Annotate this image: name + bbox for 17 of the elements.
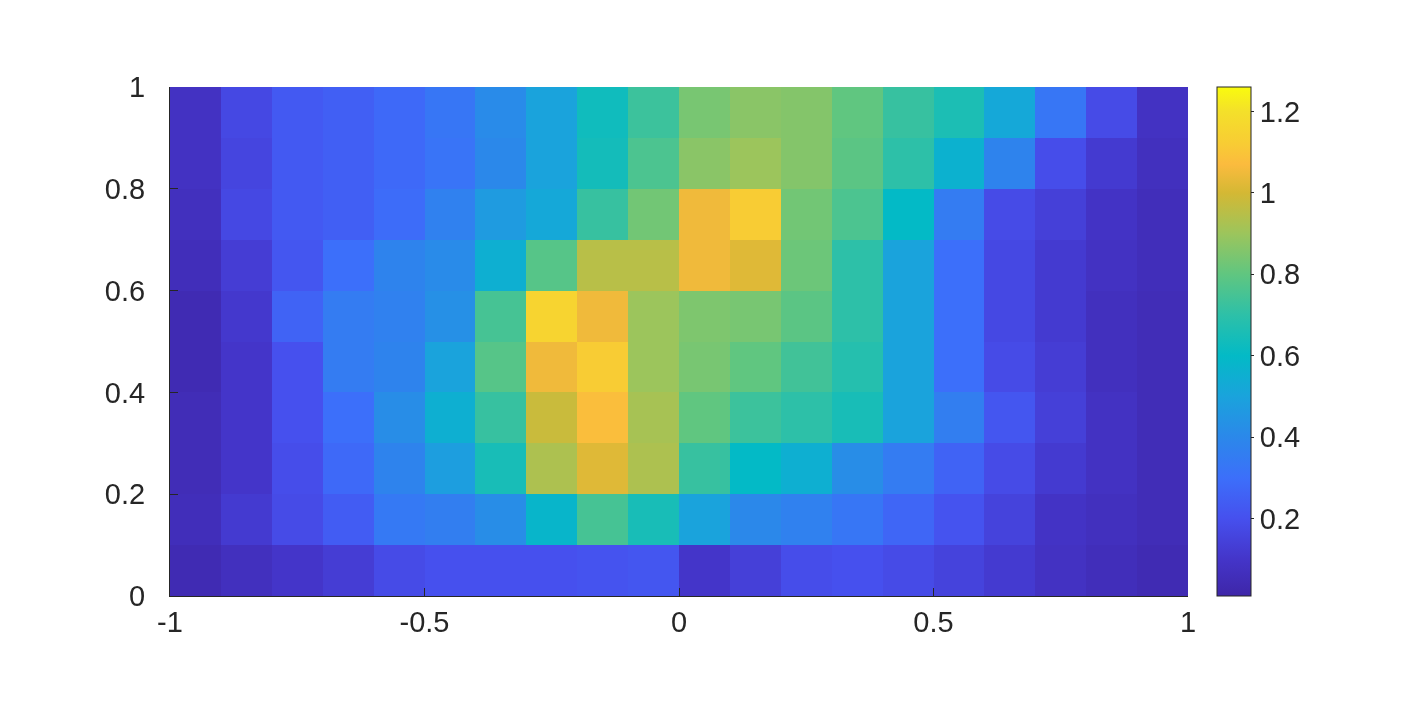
colorbar-tick-label: 0.4 [1259, 421, 1301, 454]
x-tick-label: 1 [1179, 605, 1197, 638]
colorbar-tick-label: 1 [1259, 177, 1276, 209]
x-tick-label: -0.5 [399, 605, 450, 638]
x-tick-label: 0 [670, 605, 688, 638]
colorbar-tick-label: 0.8 [1259, 258, 1301, 291]
y-tick-label: 0.6 [104, 274, 146, 307]
x-tick-label: 0.5 [913, 605, 954, 638]
colorbar-tick-label: 0.2 [1259, 502, 1301, 535]
y-tick-label: 1 [129, 71, 146, 104]
y-tick-label: 0.4 [104, 376, 146, 409]
colorbar-tick-label: 1.2 [1259, 95, 1301, 128]
x-tick-label: -1 [157, 605, 183, 638]
y-tick-label: 0.8 [104, 172, 146, 205]
y-tick-label: 0.2 [104, 478, 146, 511]
colorbar-tick-label: 0.6 [1259, 339, 1301, 372]
y-tick-label: 0 [129, 580, 146, 613]
